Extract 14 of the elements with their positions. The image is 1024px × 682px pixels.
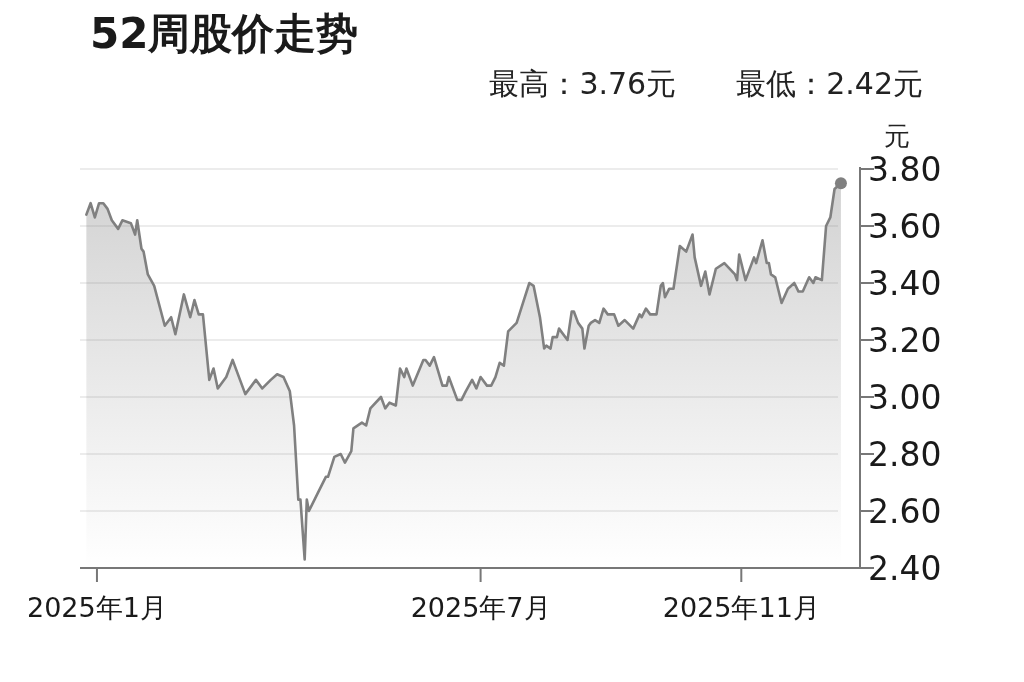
y-tick-label: 2.40: [868, 549, 942, 588]
y-tick-label: 2.60: [868, 492, 942, 531]
x-tick-label: 2025年1月: [27, 592, 167, 623]
y-axis-title: 元: [884, 121, 910, 151]
x-tick-label: 2025年11月: [662, 592, 820, 623]
chart-subtitle: 最高：3.76元 最低：2.42元: [489, 66, 923, 101]
y-tick-label: 2.80: [868, 435, 942, 474]
y-tick-label: 3.40: [868, 264, 942, 303]
y-tick-label: 3.20: [868, 321, 942, 360]
y-tick-label: 3.00: [868, 378, 942, 417]
x-tick-label: 2025年7月: [410, 592, 551, 623]
chart-title: 52周股价走势: [90, 9, 359, 58]
y-tick-label: 3.60: [868, 207, 942, 246]
y-tick-label: 3.80: [868, 150, 942, 189]
